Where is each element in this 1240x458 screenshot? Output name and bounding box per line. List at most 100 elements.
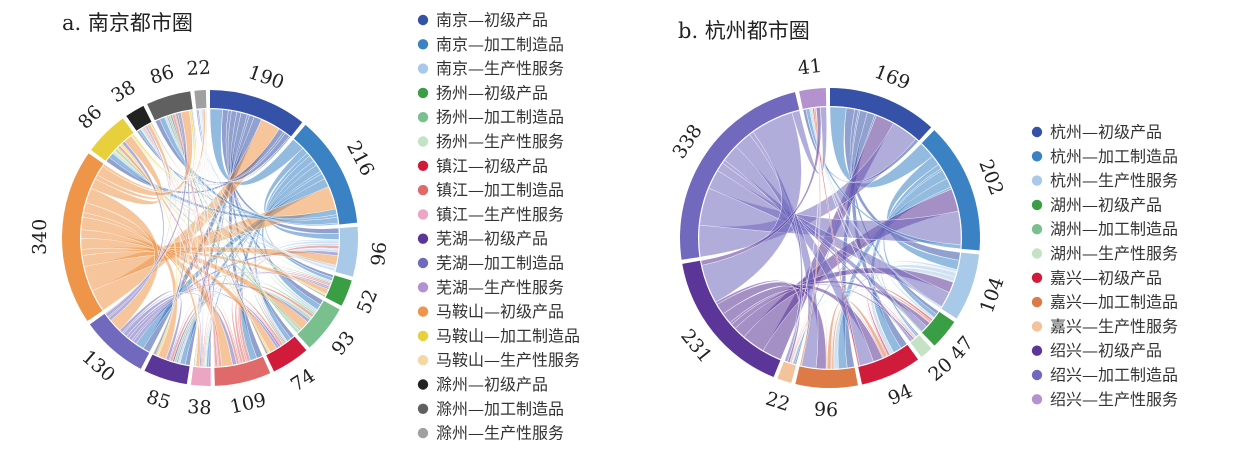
value-label-滁州-生产性服务: 22 xyxy=(186,57,212,81)
legend-marker xyxy=(1031,321,1043,332)
value-label-镇江-加工制造品: 109 xyxy=(228,389,268,419)
value-label-扬州-加工制造品: 93 xyxy=(327,327,359,360)
ribbon-绍兴-加工制造品-绍兴-生产性服务 xyxy=(791,106,827,175)
chord-chart-nanjing: a. 南京都市圈 1902169652937410938851303408638… xyxy=(29,11,391,419)
value-label-南京-加工制造品: 216 xyxy=(342,137,378,179)
value-label-芜湖-加工制造品: 130 xyxy=(77,346,119,386)
legend-item-滁州-加工制造品: 滁州—加工制造品 xyxy=(417,399,564,418)
ribbon-南京-加工制造品-滁州-生产性服务 xyxy=(197,109,339,226)
legend-item-湖州-加工制造品: 湖州—加工制造品 xyxy=(1031,220,1178,239)
ribbon-扬州-加工制造品-滁州-生产性服务 xyxy=(199,109,298,334)
ribbon-芜湖-初级产品-滁州-生产性服务 xyxy=(152,109,204,355)
legend-label: 杭州—加工制造品 xyxy=(1050,147,1178,166)
legend-label: 芜湖—加工制造品 xyxy=(436,254,564,273)
legend-marker xyxy=(417,136,429,147)
arc-杭州-生产性服务 xyxy=(941,252,980,319)
legend-marker xyxy=(417,427,429,439)
legend-marker xyxy=(417,355,429,366)
legend-marker xyxy=(417,306,429,317)
legend-item-绍兴-初级产品: 绍兴—初级产品 xyxy=(1031,341,1162,360)
legend-label: 绍兴—加工制造品 xyxy=(1050,366,1178,385)
legend-marker xyxy=(1031,224,1043,235)
arc-湖州-生产性服务 xyxy=(910,335,932,357)
legend-marker xyxy=(1031,369,1043,381)
ribbon-镇江-加工制造品-滁州-生产性服务 xyxy=(200,109,216,368)
value-label-南京-初级产品: 190 xyxy=(245,61,286,94)
legend-marker xyxy=(1031,151,1043,162)
legend-marker xyxy=(417,257,429,269)
value-label-绍兴-初级产品: 231 xyxy=(676,325,716,367)
legend-item-扬州-生产性服务: 扬州—生产性服务 xyxy=(417,132,564,151)
ribbon-芜湖-加工制造品-滁州-生产性服务 xyxy=(105,108,204,315)
legend-marker xyxy=(1031,199,1043,211)
legend-item-南京-初级产品: 南京—初级产品 xyxy=(417,11,548,30)
value-label-杭州-生产性服务: 104 xyxy=(976,274,1009,316)
arc-扬州-初级产品 xyxy=(325,275,352,306)
value-label-嘉兴-初级产品: 94 xyxy=(885,380,916,410)
ribbon-湖州-初级产品-绍兴-生产性服务 xyxy=(811,107,923,333)
legend-item-镇江-加工制造品: 镇江—加工制造品 xyxy=(417,181,564,200)
ribbon-嘉兴-加工制造品-绍兴-生产性服务 xyxy=(799,107,821,367)
legend-marker xyxy=(1031,296,1043,308)
legend-marker xyxy=(1031,345,1043,356)
legend-marker xyxy=(417,184,429,196)
legend-item-绍兴-生产性服务: 绍兴—生产性服务 xyxy=(1031,390,1178,409)
value-label-杭州-初级产品: 169 xyxy=(871,61,913,95)
legend-item-嘉兴-生产性服务: 嘉兴—生产性服务 xyxy=(1031,317,1178,336)
arc-绍兴-加工制造品 xyxy=(680,92,800,260)
value-label-马鞍山-加工制造品: 86 xyxy=(74,101,107,134)
arc-南京-加工制造品 xyxy=(293,124,358,225)
arc-湖州-初级产品 xyxy=(921,311,955,346)
legend-item-湖州-初级产品: 湖州—初级产品 xyxy=(1031,195,1162,214)
value-label-镇江-初级产品: 74 xyxy=(287,365,319,397)
arc-嘉兴-生产性服务 xyxy=(777,361,796,383)
legend-marker xyxy=(1031,175,1043,186)
value-label-扬州-初级产品: 52 xyxy=(353,286,382,317)
legend-label: 绍兴—初级产品 xyxy=(1050,341,1162,360)
legend-marker xyxy=(417,39,429,50)
value-label-镇江-生产性服务: 38 xyxy=(187,396,213,419)
legend-label: 扬州—加工制造品 xyxy=(436,108,564,127)
legend-item-杭州-生产性服务: 杭州—生产性服务 xyxy=(1031,171,1178,190)
legend-label: 绍兴—生产性服务 xyxy=(1050,390,1178,409)
legend-label: 扬州—初级产品 xyxy=(436,83,548,102)
arc-马鞍山-初级产品 xyxy=(62,153,104,322)
legend-marker xyxy=(417,330,429,342)
legend-label: 滁州—初级产品 xyxy=(436,375,548,394)
legend-item-绍兴-加工制造品: 绍兴—加工制造品 xyxy=(1031,366,1178,385)
legend-item-杭州-初级产品: 杭州—初级产品 xyxy=(1031,123,1162,142)
arc-镇江-初级产品 xyxy=(266,336,307,372)
legend-label: 马鞍山—加工制造品 xyxy=(436,326,580,345)
legend-marker xyxy=(417,233,429,244)
arc-扬州-加工制造品 xyxy=(297,300,340,348)
legend-marker xyxy=(1031,394,1043,405)
legend-label: 湖州—生产性服务 xyxy=(1050,244,1178,263)
legend-label: 芜湖—初级产品 xyxy=(436,229,548,248)
legend-label: 杭州—初级产品 xyxy=(1050,123,1162,142)
ribbon-马鞍山-加工制造品-滁州-生产性服务 xyxy=(133,108,207,181)
arc-马鞍山-加工制造品 xyxy=(91,118,134,161)
legend-marker xyxy=(417,160,429,171)
ribbon-滁州-加工制造品-滁州-生产性服务 xyxy=(192,108,208,175)
legend-item-杭州-加工制造品: 杭州—加工制造品 xyxy=(1031,147,1178,166)
legend-marker xyxy=(417,282,429,293)
legend-label: 镇江—初级产品 xyxy=(436,156,548,175)
arc-镇江-加工制造品 xyxy=(214,356,271,386)
legend-label: 芜湖—生产性服务 xyxy=(436,278,564,297)
arc-镇江-生产性服务 xyxy=(190,366,211,386)
arc-芜湖-初级产品 xyxy=(144,354,190,385)
legend-item-滁州-初级产品: 滁州—初级产品 xyxy=(417,375,548,394)
value-label-南京-生产性服务: 96 xyxy=(367,241,391,267)
legend-item-扬州-初级产品: 扬州—初级产品 xyxy=(417,83,548,102)
legend-label: 嘉兴—初级产品 xyxy=(1050,268,1162,287)
legend-item-马鞍山-生产性服务: 马鞍山—生产性服务 xyxy=(417,351,580,370)
legend-label: 扬州—生产性服务 xyxy=(436,132,564,151)
legend-label: 滁州—加工制造品 xyxy=(436,399,564,418)
arcs-b xyxy=(680,88,981,388)
arc-嘉兴-加工制造品 xyxy=(795,366,858,388)
legend-item-镇江-生产性服务: 镇江—生产性服务 xyxy=(417,205,564,224)
arc-滁州-加工制造品 xyxy=(147,91,193,121)
value-label-嘉兴-加工制造品: 96 xyxy=(814,399,839,422)
